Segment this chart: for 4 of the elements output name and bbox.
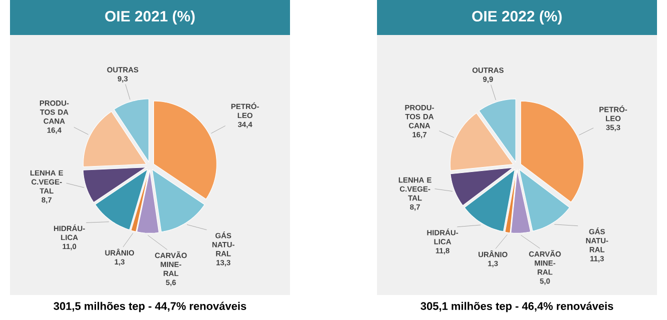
chart-title: OIE 2021 (%) [105,10,195,24]
chart-title: OIE 2022 (%) [472,10,562,24]
text: 301,5 milhões tep - 44,7% renováveis [54,302,246,312]
text: 305,1 milhões tep - 46,4% renováveis [420,302,614,312]
